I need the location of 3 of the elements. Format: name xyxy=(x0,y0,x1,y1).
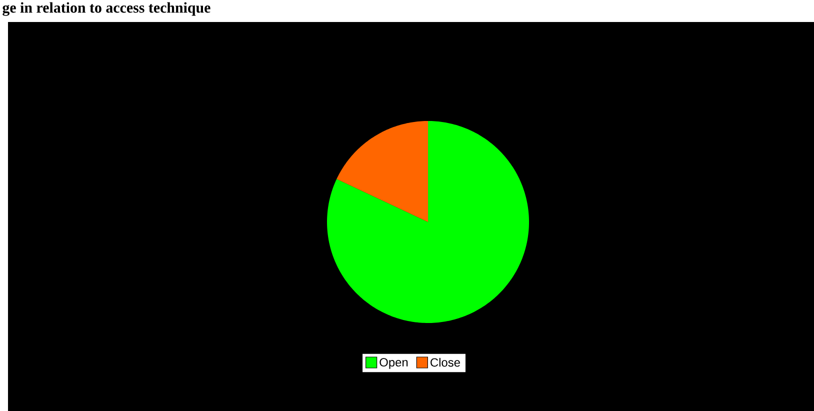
text: ge in relation to access technique xyxy=(2,2,210,16)
legend-label: Close xyxy=(430,358,460,367)
legend-label: Open xyxy=(380,358,408,369)
